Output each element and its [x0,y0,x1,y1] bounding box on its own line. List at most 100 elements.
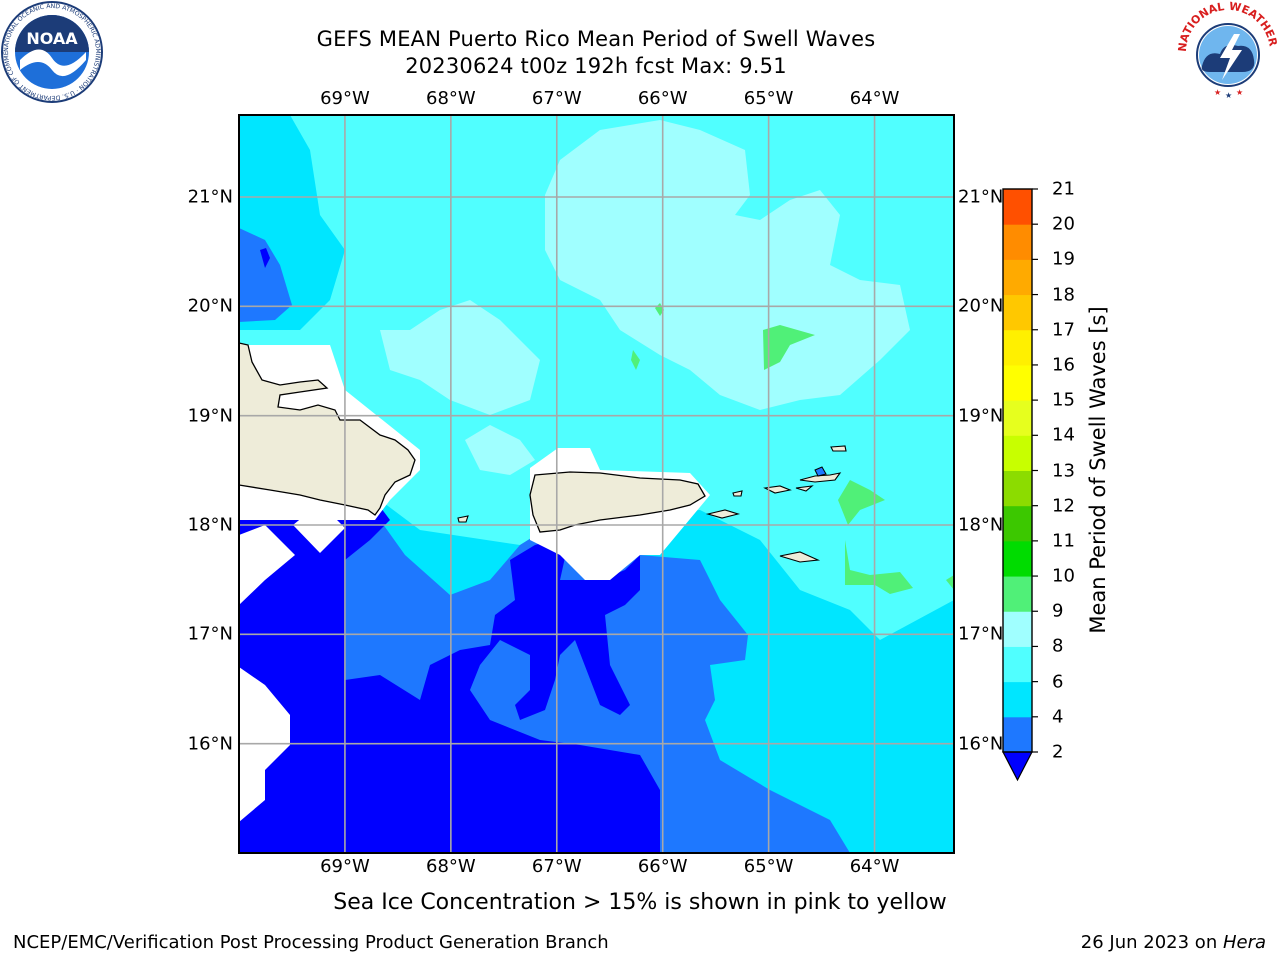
colorbar-tick-label: 12 [1052,495,1075,517]
latitude-label-left: 19°N [187,405,233,427]
island-outline [457,515,469,523]
longitude-label-bottom: 64°W [849,856,900,877]
svg-text:★: ★ [1214,88,1221,97]
longitude-label-top: 64°W [849,88,900,109]
colorbar-tick-label: 18 [1052,284,1075,306]
longitude-label-top: 65°W [743,88,794,109]
longitude-label-bottom: 67°W [531,856,582,877]
contour-8-9 [380,300,540,415]
longitude-label-bottom: 69°W [320,856,370,877]
colorbar-label: Mean Period of Swell Waves [s] [1086,306,1110,634]
colorbar-segment [1003,716,1032,753]
island-outline [763,485,792,494]
latitude-label-left: 16°N [187,733,233,755]
colorbar-tick-label: 8 [1052,635,1064,657]
colorbar-segment [1003,224,1032,260]
colorbar-tick-label: 21 [1052,178,1075,200]
nws-logo: NATIONAL WEATHER SERVICE ★ ★ ★ [1172,0,1280,104]
contour-8-9 [465,425,535,475]
latitude-label-right: 21°N [958,186,1004,208]
colorbar-tick-label: 4 [1052,706,1064,728]
colorbar-segment [1003,329,1032,366]
contour-9-10 [845,540,913,594]
longitude-label-top: 67°W [531,88,582,109]
latitude-label-left: 21°N [187,186,233,208]
colorbar-tick-label: 13 [1052,460,1075,481]
latitude-label-left: 20°N [187,295,233,317]
machine-name: Hera [1222,932,1266,953]
latitude-label-right: 19°N [958,405,1004,427]
longitude-label-bottom: 68°W [425,856,476,877]
colorbar-under-extension [1002,751,1033,782]
producer-credit: NCEP/EMC/Verification Post Processing Pr… [13,932,609,953]
colorbar-segment [1003,646,1032,683]
colorbar-tick-label: 9 [1052,600,1064,622]
colorbar-tick-label: 16 [1052,354,1075,376]
island-outline [732,490,743,497]
island-outline [779,551,821,563]
graticule [239,115,954,853]
longitude-label-bottom: 66°W [637,856,688,877]
longitude-label-top: 68°W [425,88,476,109]
island-outline [799,472,842,483]
plot-subtitle: 20230624 t00z 192h fcst Max: 9.51 [405,54,787,78]
longitude-label-top: 69°W [320,88,370,109]
missing-data-region [239,667,290,822]
colorbar-segment [1003,470,1032,507]
island-outline [705,509,741,519]
colorbar-segment [1003,611,1032,647]
longitude-label-top: 66°W [637,88,688,109]
colorbar [1002,188,1038,782]
generation-date: 26 Jun 2023 on Hera [1081,932,1266,953]
colorbar-segment [1003,294,1032,331]
latitude-label-left: 18°N [187,514,233,536]
contour-2-4 [239,228,292,322]
missing-data-region [239,525,295,605]
sea-ice-note: Sea Ice Concentration > 15% is shown in … [333,890,947,915]
latitude-label-right: 18°N [958,514,1004,536]
hispaniola-landmass [239,342,416,516]
noaa-logo: NATIONAL OCEANIC AND ATMOSPHERIC ADMINIS… [0,0,104,104]
colorbar-tick-label: 6 [1052,671,1064,693]
colorbar-segment [1003,400,1032,436]
svg-text:★: ★ [1236,88,1243,97]
island-outline [795,485,814,492]
latitude-label-right: 16°N [958,733,1004,755]
colorbar-segment [1003,505,1032,542]
contour-9-10 [946,575,954,590]
colorbar-segment [1003,259,1032,296]
colorbar-tick-label: 2 [1052,741,1064,763]
colorbar-tick-label: 10 [1052,565,1075,587]
colorbar-segment [1003,189,1032,225]
puerto-rico-landmass [529,471,706,533]
map-frame [238,114,955,854]
colorbar-tick-label: 20 [1052,213,1075,235]
contour-fill-layer [239,115,954,853]
colorbar-tick-label: 17 [1052,319,1075,341]
colorbar-segment [1003,576,1032,612]
contour-8-9 [545,120,910,410]
colorbar-tick-label: 19 [1052,248,1075,270]
latitude-label-right: 20°N [958,295,1004,317]
latitude-label-left: 17°N [187,623,233,645]
colorbar-tick-label: 15 [1052,389,1075,411]
colorbar-segment [1003,435,1032,471]
island-outline [830,445,847,452]
contour-9-10 [838,480,885,525]
island-outline [260,248,270,268]
svg-text:★: ★ [1225,91,1232,100]
contour-9-10 [631,350,640,370]
plot-title: GEFS MEAN Puerto Rico Mean Period of Swe… [316,27,876,51]
longitude-label-bottom: 65°W [743,856,794,877]
colorbar-tick-label: 11 [1052,530,1075,552]
colorbar-tick-label: 14 [1052,424,1075,446]
missing-data-region [293,503,345,553]
colorbar-segment [1003,540,1032,577]
latitude-label-right: 17°N [958,623,1004,645]
colorbar-segment [1003,681,1032,718]
svg-text:NOAA: NOAA [26,29,78,48]
island-outline [814,466,827,477]
contour-9-10 [763,325,815,370]
generation-date-text: 26 Jun 2023 on [1080,932,1223,953]
